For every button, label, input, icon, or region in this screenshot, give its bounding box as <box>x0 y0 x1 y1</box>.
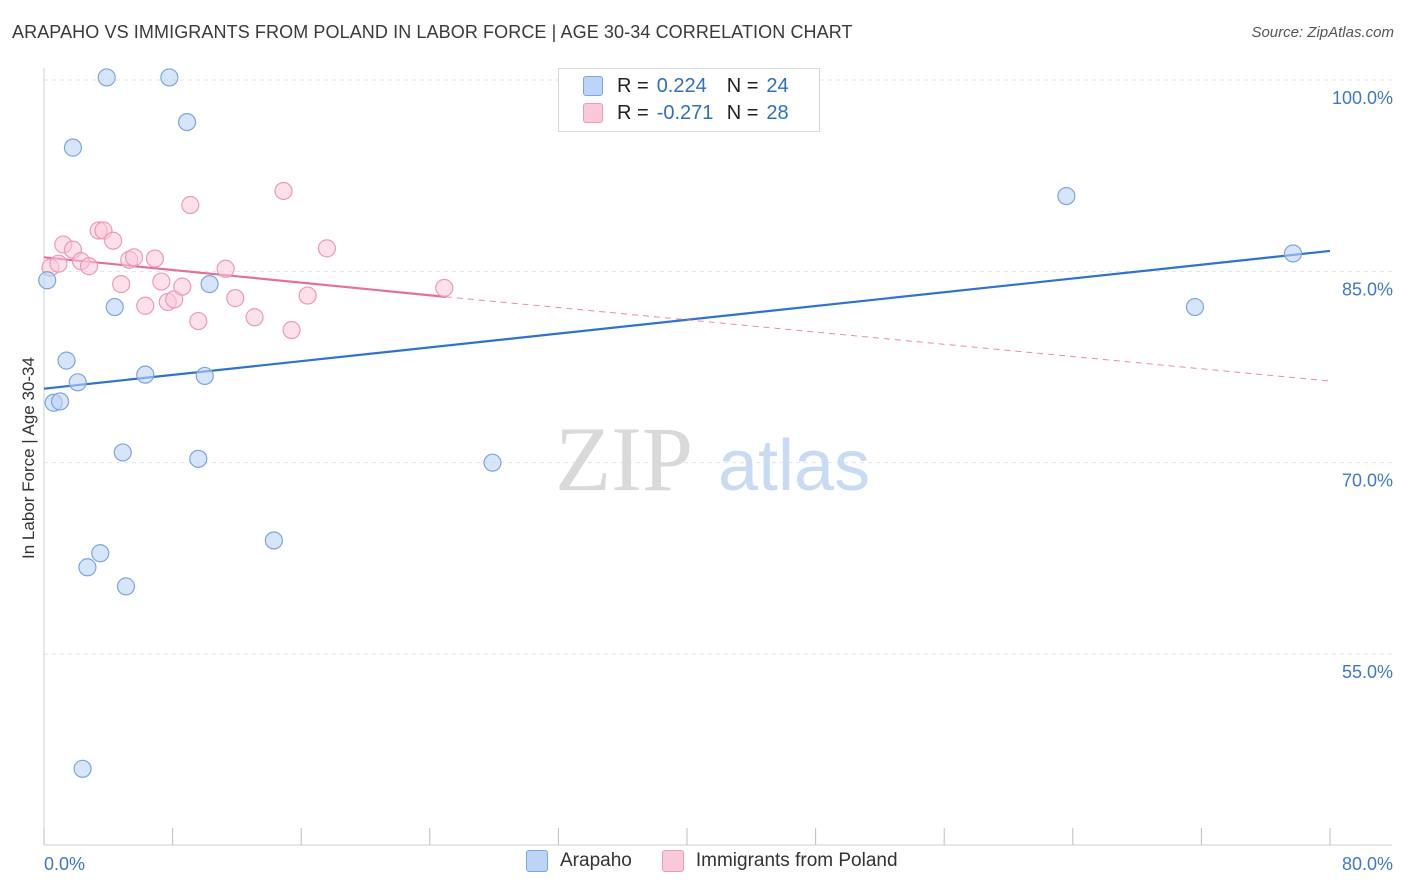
watermark: ZIP atlas <box>555 408 870 510</box>
poland-point <box>245 308 264 327</box>
poland-point <box>136 296 155 315</box>
legend-item-arapaho: Arapaho <box>526 850 632 872</box>
poland-point <box>189 311 208 331</box>
correlation-legend: R = 0.224 N = 24 R = -0.271 N = 28 <box>558 68 820 132</box>
poland-point <box>181 195 200 215</box>
x-min-label: 0.0% <box>44 854 85 874</box>
poland-point <box>274 181 293 201</box>
legend-row-poland: R = -0.271 N = 28 <box>583 100 789 126</box>
y-tick-label: 100.0% <box>1332 88 1393 108</box>
arapaho-point <box>160 68 179 87</box>
arapaho-point <box>1057 186 1076 206</box>
r-value: 0.224 <box>656 74 707 97</box>
poland-point <box>226 289 245 308</box>
arapaho-point <box>264 531 283 550</box>
arapaho-point <box>1185 297 1205 317</box>
arapaho-point <box>73 759 92 778</box>
poland-point <box>216 259 235 278</box>
poland-point <box>145 249 165 268</box>
arapaho-point <box>116 577 136 596</box>
legend-label-arapaho: Arapaho <box>560 850 632 871</box>
n-label: N = <box>726 74 759 97</box>
data-points <box>38 68 1303 778</box>
arapaho-point <box>78 558 97 577</box>
legend-label-poland: Immigrants from Poland <box>695 850 898 871</box>
r-label: R = <box>617 101 649 124</box>
poland-point <box>317 239 337 258</box>
arapaho-point <box>136 365 155 384</box>
arapaho-point <box>189 449 208 468</box>
axis-labels: 100.0% 85.0% 70.0% 55.0% 0.0% 80.0% In Labor F… <box>19 88 1393 874</box>
poland-legend-swatch <box>661 850 684 872</box>
series-legend: Arapaho Immigrants from Poland <box>526 850 928 872</box>
poland-trend-extension <box>445 296 1331 382</box>
arapaho-point <box>38 271 57 290</box>
axes <box>43 68 1392 846</box>
legend-item-poland: Immigrants from Poland <box>661 850 898 872</box>
y-tick-label: 70.0% <box>1342 471 1393 491</box>
y-axis-title: In Labor Force | Age 30-34 <box>19 357 38 559</box>
arapaho-point <box>113 443 132 462</box>
arapaho-legend-swatch <box>526 850 548 872</box>
arapaho-point <box>483 453 502 472</box>
poland-trend-line <box>43 256 446 298</box>
arapaho-point <box>57 351 76 370</box>
y-tick-label: 55.0% <box>1342 662 1393 682</box>
arapaho-point <box>195 366 214 386</box>
arapaho-point <box>200 274 219 294</box>
r-label: R = <box>617 74 649 97</box>
x-max-label: 80.0% <box>1342 854 1393 874</box>
poland-point <box>152 272 171 291</box>
poland-swatch <box>583 103 603 123</box>
arapaho-point <box>63 138 83 157</box>
trend-lines <box>43 249 1331 390</box>
y-tick-label: 85.0% <box>1342 279 1393 299</box>
n-label: N = <box>726 101 759 124</box>
poland-point <box>298 286 317 305</box>
poland-point <box>49 254 68 273</box>
r-value: -0.271 <box>656 101 714 124</box>
arapaho-point <box>177 112 197 132</box>
arapaho-swatch <box>583 76 603 96</box>
legend-row-arapaho: R = 0.224 N = 24 <box>583 73 789 99</box>
arapaho-point <box>91 544 110 563</box>
poland-point <box>104 231 123 250</box>
poland-point <box>282 320 301 340</box>
poland-point <box>79 257 99 276</box>
poland-point <box>435 278 454 298</box>
arapaho-point <box>97 68 116 87</box>
arapaho-point <box>1283 244 1303 263</box>
poland-point <box>173 277 192 296</box>
source-label: Source: ZipAtlas.com <box>1251 24 1394 41</box>
arapaho-point <box>105 297 124 317</box>
arapaho-point <box>68 373 87 392</box>
n-value: 28 <box>766 101 789 124</box>
poland-point <box>124 248 144 267</box>
n-value: 24 <box>766 74 789 97</box>
chart-title: ARAPAHO VS IMMIGRANTS FROM POLAND IN LAB… <box>12 22 853 42</box>
watermark-zip: ZIP <box>555 408 693 510</box>
poland-point <box>112 274 131 294</box>
watermark-atlas: atlas <box>718 426 870 506</box>
arapaho-point <box>50 392 70 411</box>
